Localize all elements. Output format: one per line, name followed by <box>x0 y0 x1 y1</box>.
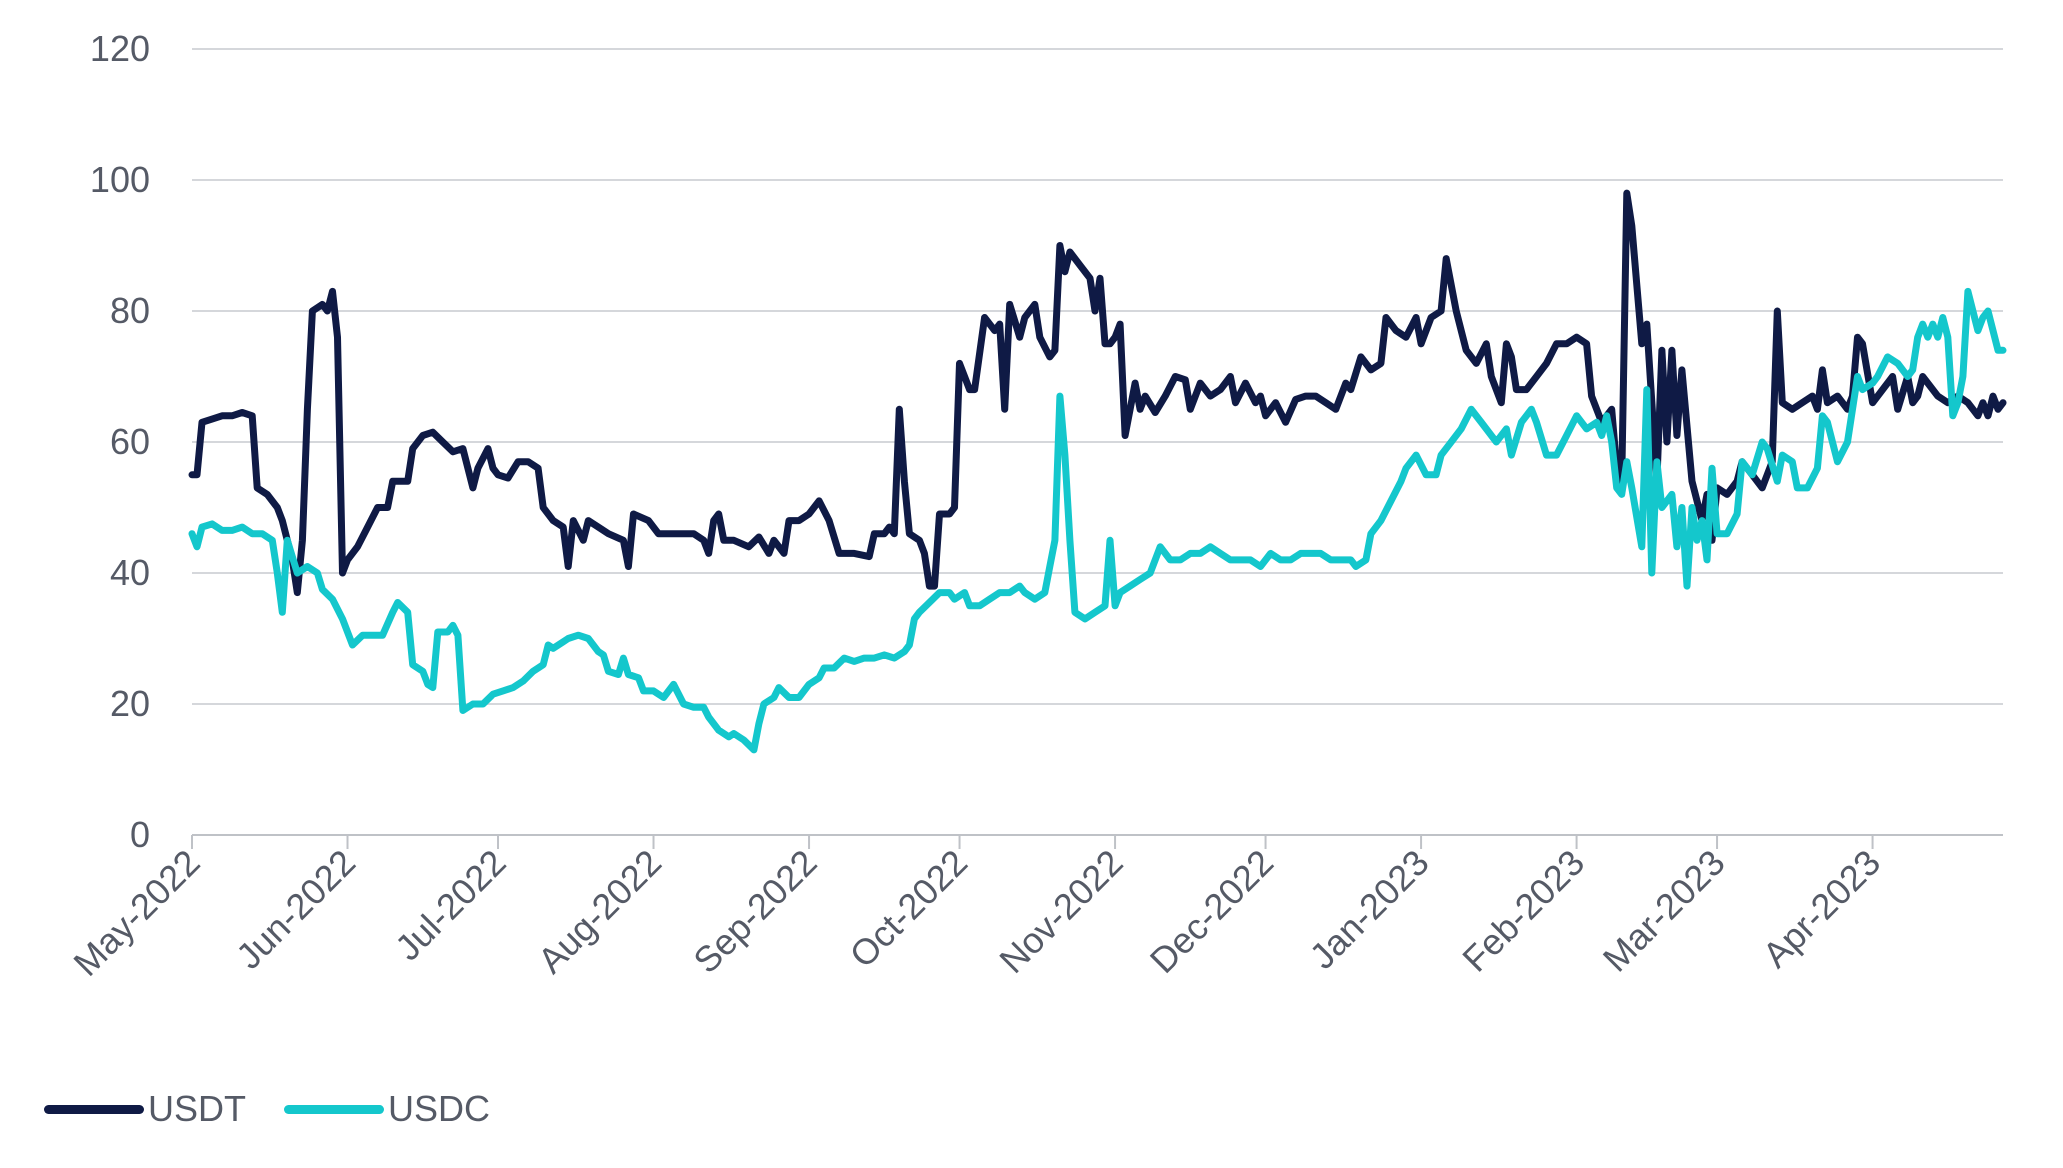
x-tick-label: Mar-2023 <box>1595 842 1733 980</box>
x-tick-label: Jan-2023 <box>1302 842 1437 977</box>
x-tick-label: Nov-2022 <box>991 842 1130 981</box>
gridlines <box>192 48 2003 705</box>
y-axis-tick-labels: 0 20 40 60 80 100 120 <box>90 28 150 855</box>
x-tick-label: Aug-2022 <box>530 842 669 981</box>
x-tick-label: May-2022 <box>65 842 207 984</box>
x-tick-label: Oct-2022 <box>842 842 976 976</box>
y-tick-label: 60 <box>110 421 150 462</box>
x-tick-label: Jul-2022 <box>387 842 514 969</box>
y-tick-label: 80 <box>110 290 150 331</box>
y-tick-label: 20 <box>110 683 150 724</box>
series-lines <box>188 189 2007 754</box>
x-tick-label: Apr-2023 <box>1755 842 1889 976</box>
y-tick-label: 40 <box>110 552 150 593</box>
legend: USDT USDC <box>44 1088 528 1130</box>
legend-swatch-usdt <box>44 1104 144 1114</box>
x-tick-label: Feb-2023 <box>1454 842 1592 980</box>
series-line-usdc <box>188 287 2007 754</box>
x-axis: May-2022 Jun-2022 Jul-2022 Aug-2022 Sep-2022… <box>65 834 2003 984</box>
y-tick-label: 100 <box>90 159 150 200</box>
legend-label-usdt: USDT <box>148 1088 246 1129</box>
legend-item-usdt: USDT <box>44 1088 246 1130</box>
legend-label-usdc: USDC <box>388 1088 491 1129</box>
y-tick-label: 120 <box>90 28 150 69</box>
y-tick-label: 0 <box>130 814 150 855</box>
legend-item-usdc: USDC <box>284 1088 490 1130</box>
legend-swatch-usdc <box>284 1104 384 1114</box>
x-tick-label: Sep-2022 <box>685 842 824 981</box>
x-tick-label: Dec-2022 <box>1142 842 1281 981</box>
x-tick-label: Jun-2022 <box>228 842 363 977</box>
